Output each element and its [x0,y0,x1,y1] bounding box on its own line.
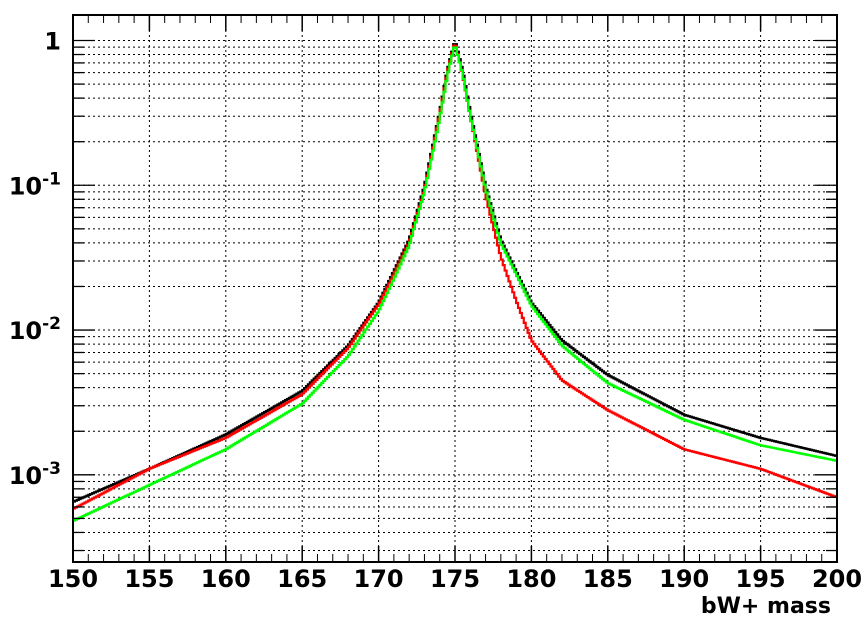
x-tick-label: 185 [583,565,633,593]
x-axis-title: bW+ mass [701,594,831,619]
x-tick-label: 200 [812,565,862,593]
x-tick-label: 160 [201,565,251,593]
x-tick-labels: 150 155 160 165 170 175 180 185 190 195 200 [48,565,862,593]
x-tick-label: 165 [277,565,327,593]
x-tick-label: 170 [354,565,404,593]
y-tick-label: 10-2 [9,314,61,345]
y-tick-label: 1 [44,27,61,55]
axis-ticks [72,15,838,562]
x-tick-label: 190 [659,565,709,593]
y-tick-label: 10-1 [9,169,61,200]
series-line-3 [73,46,837,522]
series-group [73,43,837,522]
y-tick-labels: 10-3 10-2 10-1 1 [9,27,61,489]
x-tick-label: 150 [48,565,98,593]
x-tick-label: 155 [124,565,174,593]
grid [73,15,837,562]
x-tick-label: 175 [430,565,480,593]
series-line-1 [73,43,837,503]
series-line-2 [73,44,837,510]
x-tick-label: 195 [736,565,786,593]
x-tick-label: 180 [506,565,556,593]
y-tick-label: 10-3 [9,459,61,490]
